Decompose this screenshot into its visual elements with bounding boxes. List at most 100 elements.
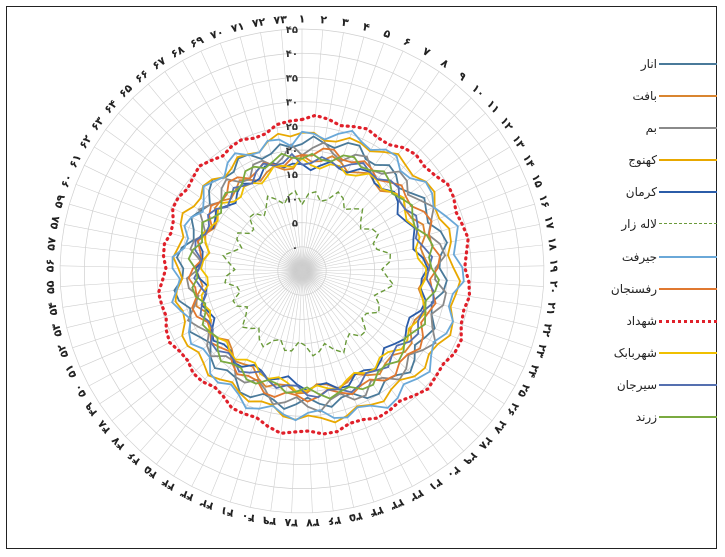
grid-spoke <box>69 203 303 272</box>
grid-spoke <box>270 270 303 512</box>
legend-label: بم <box>645 121 657 136</box>
legend-label: رفسنجان <box>610 281 657 296</box>
legend-swatch <box>659 255 717 258</box>
category-tick-label: ۲۸ <box>476 434 495 453</box>
legend-item: رفسنجان <box>599 276 719 308</box>
legend-item: انار <box>599 51 719 83</box>
legend-swatch <box>659 319 717 323</box>
category-tick-label: ۷ <box>420 45 433 60</box>
category-tick-label: ۶۲ <box>77 133 95 151</box>
radial-tick-label: ۲۰ <box>286 146 298 157</box>
legend-label: زرند <box>635 410 657 425</box>
grid-ring <box>108 77 496 465</box>
grid-spoke <box>66 270 303 328</box>
category-tick-label: ۶۴ <box>102 97 121 116</box>
category-tick-label: ۵۳ <box>49 322 65 338</box>
grid-spoke <box>72 270 303 349</box>
series-line <box>194 160 429 392</box>
category-tick-label: ۷۲ <box>251 15 267 30</box>
grid-spoke <box>280 29 303 272</box>
category-tick-label: ۳۴ <box>368 503 385 519</box>
grid-spoke <box>301 270 334 512</box>
radial-tick-label: ۲۵ <box>286 122 298 133</box>
grid-spoke <box>301 270 532 349</box>
category-tick-label: ۱۵ <box>529 172 546 189</box>
category-tick-label: ۲۶ <box>504 400 522 418</box>
category-tick-label: ۶۸ <box>169 43 187 61</box>
category-tick-label: ۱۱ <box>484 97 503 116</box>
category-tick-label: ۴۹ <box>82 400 100 419</box>
category-tick-label: ۱۸ <box>545 237 559 252</box>
category-tick-label: ۳۱ <box>427 476 445 494</box>
category-tick-label: ۶۱ <box>67 152 85 170</box>
grid-ring <box>277 246 327 296</box>
legend-label: لاله زار <box>621 217 657 232</box>
category-tick-label: ۲۴ <box>524 362 541 380</box>
radial-tick-label: ۱۵ <box>286 170 298 181</box>
category-tick-label: ۱۹ <box>547 259 560 273</box>
grid-spoke <box>301 29 324 272</box>
category-tick-label: ۳ <box>341 16 350 30</box>
category-tick-label: ۴۷ <box>109 434 128 453</box>
category-tick-label: ۶۹ <box>188 33 206 51</box>
legend-swatch <box>659 383 717 386</box>
radial-tick-label: ۴۵ <box>286 25 298 36</box>
category-tick-label: ۳۷ <box>306 516 320 530</box>
category-tick-label: ۱۰ <box>469 82 488 101</box>
radial-tick-label: ۳۵ <box>286 73 298 84</box>
category-tick-label: ۱۷ <box>542 215 557 231</box>
legend-swatch <box>659 63 717 65</box>
grid-ring <box>253 222 351 320</box>
category-tick-label: ۹ <box>455 69 469 83</box>
grid-spoke <box>156 270 303 465</box>
category-tick-label: ۳۸ <box>284 516 298 530</box>
legend-label: سیرجان <box>616 377 657 392</box>
grid-spoke <box>301 60 422 272</box>
grid-spoke <box>301 270 525 368</box>
grid-spoke <box>301 270 464 452</box>
category-tick-label: ۷۱ <box>230 19 246 35</box>
grid-spoke <box>250 270 303 508</box>
grid-spoke <box>301 270 505 405</box>
series-line <box>185 141 447 413</box>
legend-label: بافت <box>632 89 657 104</box>
category-tick-label: ۸ <box>438 56 451 71</box>
radial-tick-labels: ۰ ۵ ۱۰ ۱۵ ۲۰ ۲۵ ۳۰ ۳۵ ۴۰ ۴۵ <box>286 25 298 254</box>
category-tick-label: ۵۰ <box>71 382 89 400</box>
category-tick-label: ۲۲ <box>539 322 555 338</box>
category-tick-label: ۲۳ <box>533 342 550 359</box>
category-tick-label: ۵۷ <box>44 236 58 251</box>
category-tick-label: ۲ <box>320 13 328 27</box>
chart-frame: ۰ ۵ ۱۰ ۱۵ ۲۰ ۲۵ ۳۰ ۳۵ ۴۰ ۴۵ ۱ ۲ ۳ ۴ ۵ ۶ ۷ ۸ ۹ ۱۰ ۱۱ ۱۲ ۱۳ ۱۴ ۱۵… <box>6 6 717 549</box>
legend-item: جیرفت <box>599 244 719 276</box>
legend-item: کهنوج <box>599 147 719 179</box>
category-tick-label: ۴۸ <box>95 417 114 436</box>
legend-label: جیرفت <box>621 249 657 264</box>
legend-swatch <box>659 351 717 354</box>
grid-spoke <box>301 97 472 272</box>
grid-spoke <box>220 43 303 272</box>
category-tick-label: ۴۰ <box>240 509 256 525</box>
category-tick-label: ۲۵ <box>515 382 533 400</box>
legend-swatch <box>659 127 717 130</box>
category-tick-label: ۶۵ <box>116 81 135 100</box>
grid-spoke <box>84 165 303 272</box>
category-tick-label: ۵۸ <box>47 214 62 230</box>
radar-series <box>156 113 472 436</box>
category-tick-label: ۶ <box>401 35 413 50</box>
category-tick-label: ۳۲ <box>408 486 426 504</box>
category-tick-label: ۳۰ <box>444 463 463 481</box>
series-line <box>172 131 462 424</box>
grid-spoke <box>301 43 384 272</box>
category-tick-label: ۵ <box>382 27 393 42</box>
category-tick-label: ۶۳ <box>88 114 107 133</box>
legend-swatch <box>659 223 717 225</box>
legend-item: زرند <box>599 404 719 436</box>
legend-label: کهنوج <box>628 153 657 168</box>
grid-spoke <box>301 129 499 272</box>
radial-tick-label: ۵ <box>292 219 298 230</box>
legend-item: شهداد <box>599 308 719 340</box>
grid-spoke <box>301 270 413 487</box>
grid-spoke <box>301 83 457 272</box>
